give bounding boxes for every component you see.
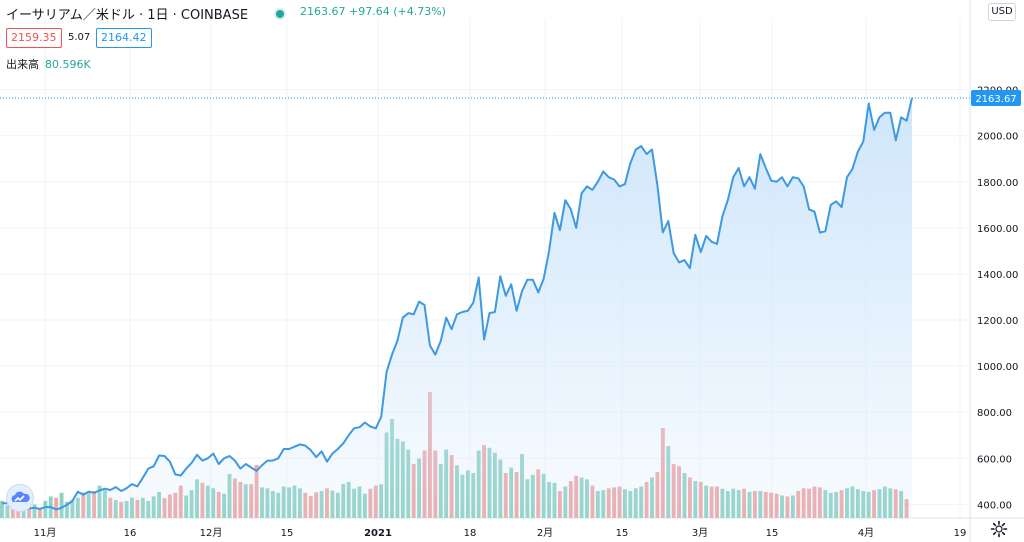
buy-price-button[interactable]: 2164.42 [96, 28, 152, 48]
volume-bar [54, 497, 59, 518]
y-tick-label: 1000.00 [977, 362, 1018, 373]
volume-legend[interactable]: 出来高 80.596K [6, 56, 91, 72]
x-tick-label: 15 [766, 528, 779, 539]
y-tick-label: 1800.00 [977, 178, 1018, 189]
symbol-title[interactable]: イーサリアム／米ドル · 1日 · COINBASE [6, 8, 249, 23]
x-tick-label: 2021 [364, 528, 392, 539]
x-tick-label: 2月 [537, 527, 553, 539]
x-tick-label: 15 [281, 528, 294, 539]
price-tag [971, 90, 1021, 106]
volume-value: 80.596K [45, 58, 91, 71]
y-tick-label: 1600.00 [977, 224, 1018, 235]
price-line [2, 97, 913, 511]
y-tick-label: 2000.00 [977, 132, 1018, 143]
price-tag-label: 2163.67 [975, 94, 1016, 105]
volume-bar [59, 492, 64, 518]
gear-icon[interactable] [990, 520, 1008, 538]
x-tick-label: 4月 [858, 527, 874, 539]
volume-label: 出来高 [6, 58, 39, 71]
tradingview-cloud-icon[interactable] [6, 484, 34, 512]
x-tick-label: 16 [124, 528, 137, 539]
y-tick-label: 1400.00 [977, 270, 1018, 281]
y-tick-label: 800.00 [977, 408, 1012, 419]
x-tick-label: 18 [464, 528, 477, 539]
y-tick-label: 400.00 [977, 500, 1012, 511]
x-tick-label: 15 [616, 528, 629, 539]
price-change: +97.64 (+4.73%) [349, 5, 446, 18]
price-area [2, 98, 912, 518]
x-tick-label: 3月 [692, 527, 708, 539]
x-tick-label: 12月 [200, 527, 223, 539]
x-tick-label: 11月 [34, 527, 57, 539]
status-dot-icon [274, 8, 286, 20]
sell-price-button[interactable]: 2159.35 [6, 28, 62, 48]
y-tick-label: 600.00 [977, 454, 1012, 465]
currency-button[interactable]: USD [988, 3, 1016, 21]
y-tick-label: 1200.00 [977, 316, 1018, 327]
spread-value: 5.07 [68, 32, 91, 43]
last-price: 2163.67 [300, 5, 346, 18]
x-tick-label: 19 [954, 528, 967, 539]
last-price-change: 2163.67 +97.64 (+4.73%) [300, 5, 446, 18]
